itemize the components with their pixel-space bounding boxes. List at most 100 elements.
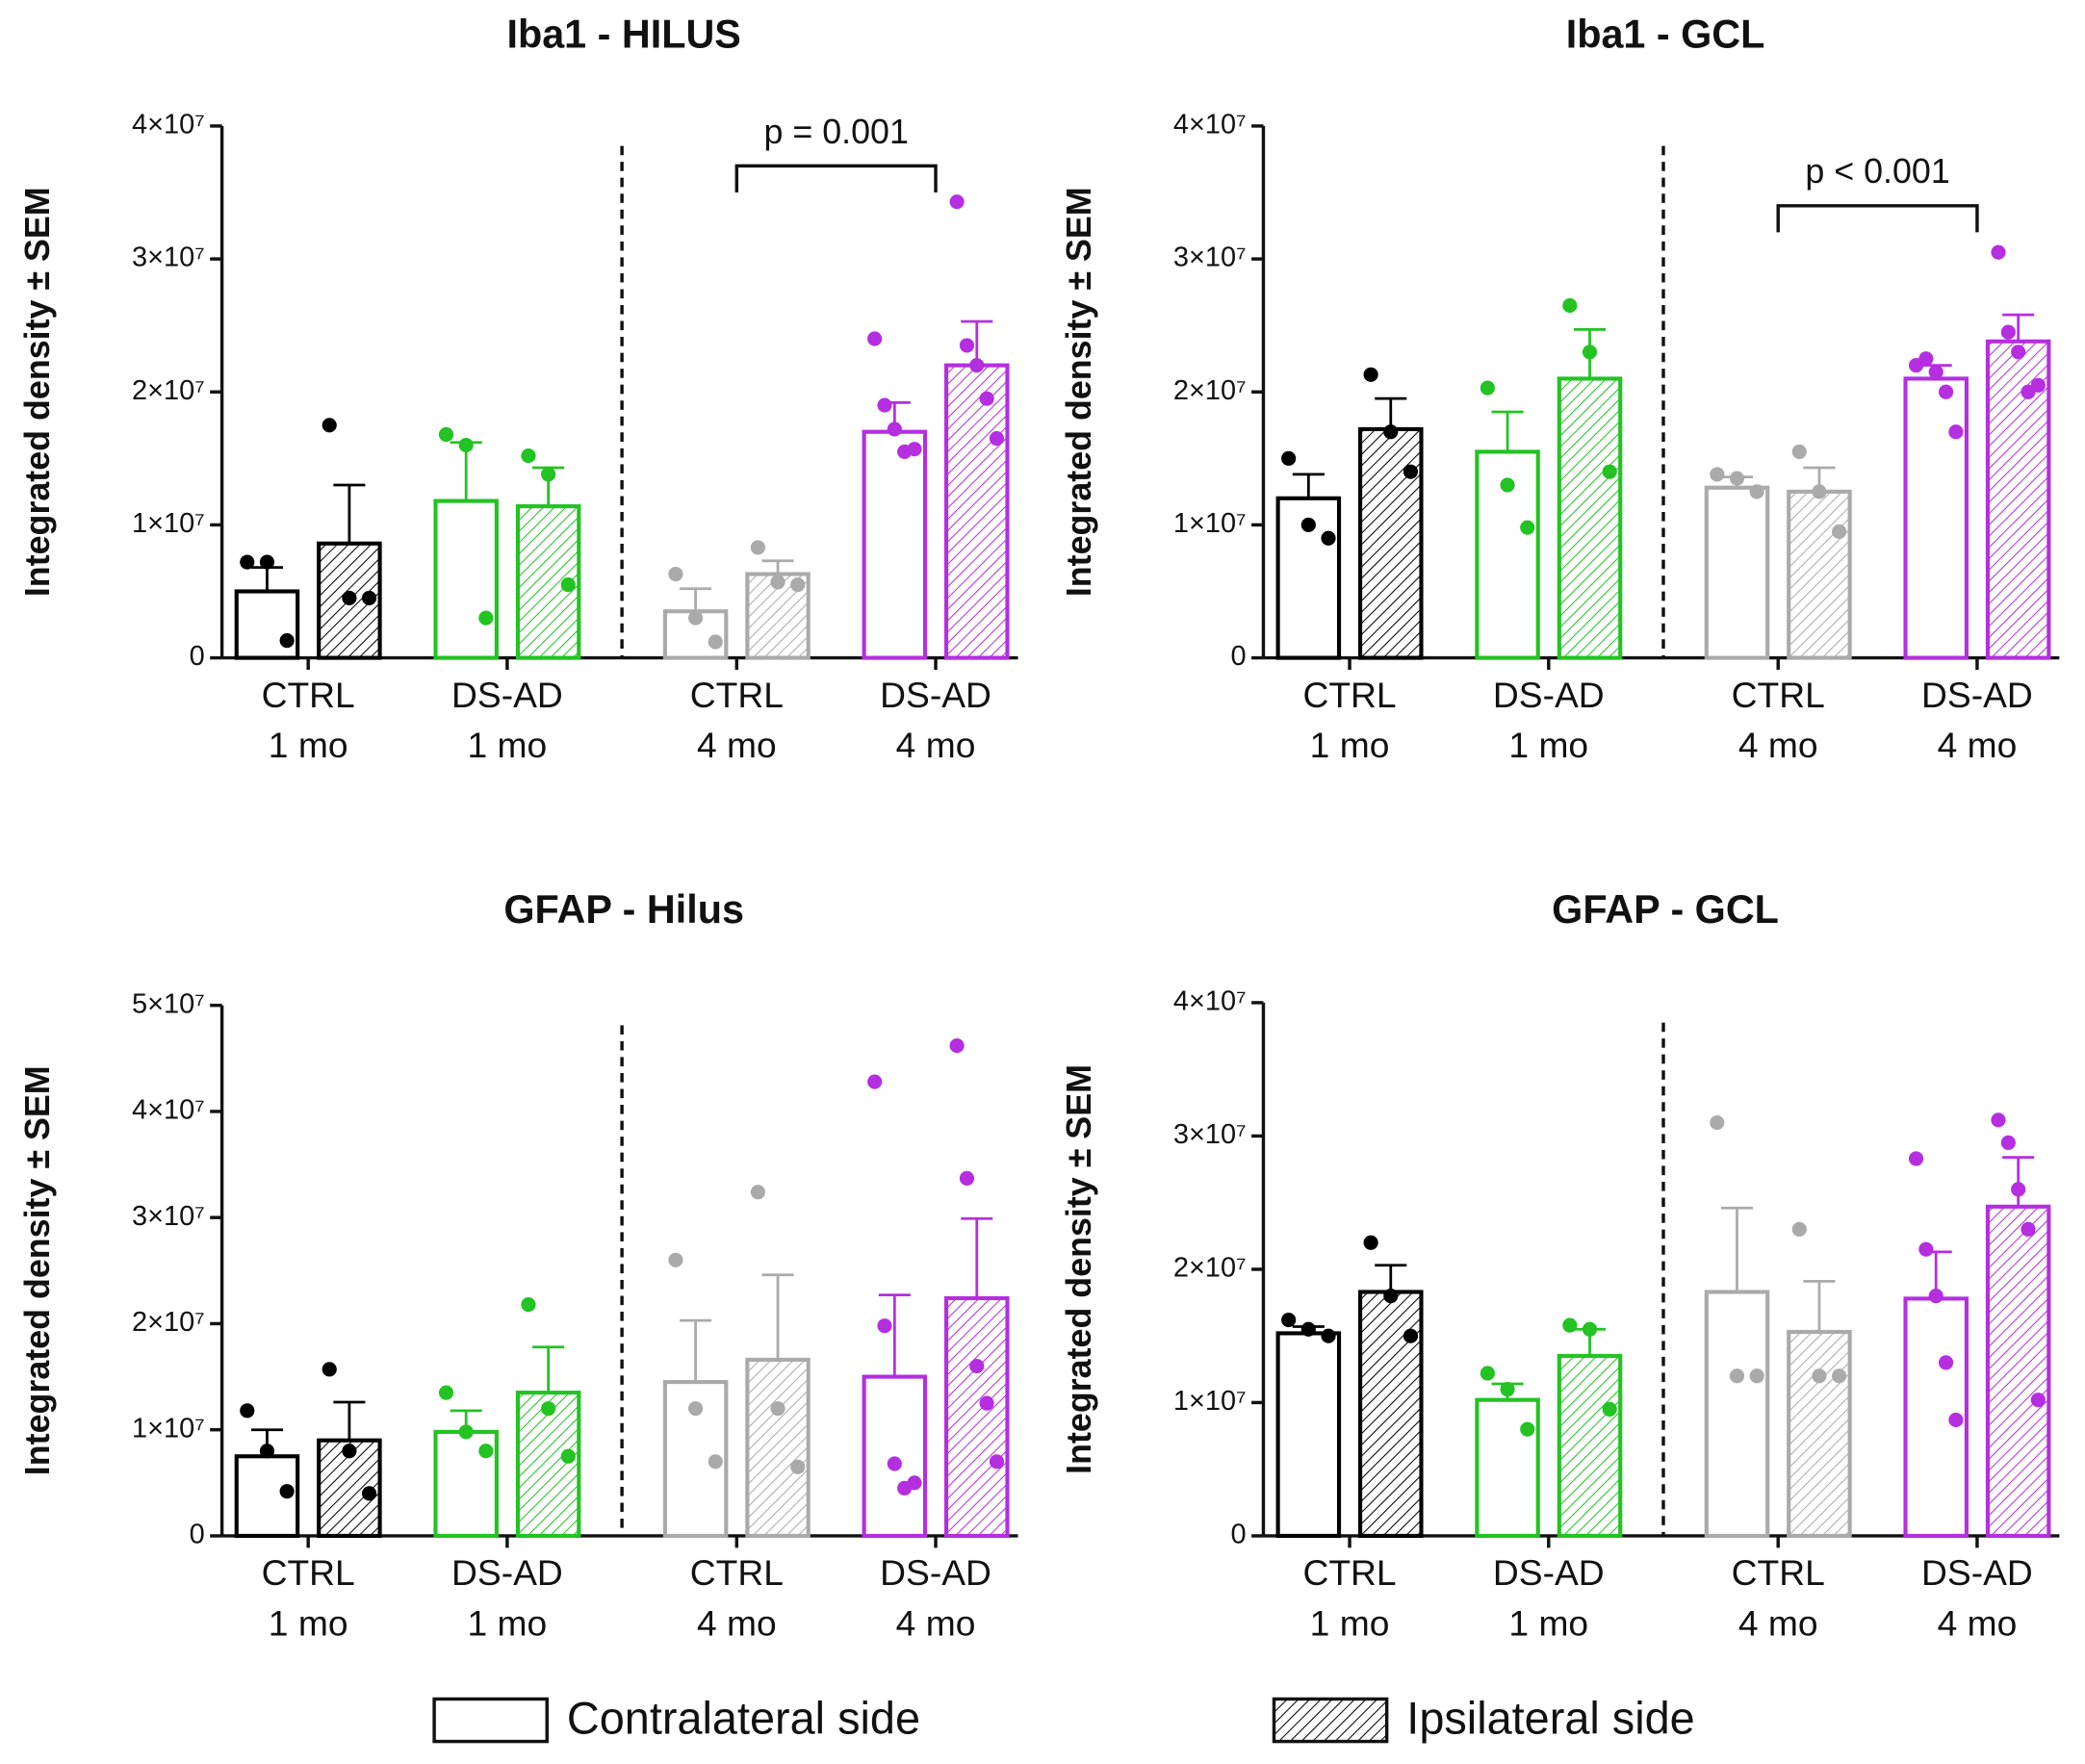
bar [1704, 1290, 1770, 1539]
x-tick-label: 4 mo [896, 1602, 976, 1643]
data-point [541, 467, 556, 482]
data-point [1403, 464, 1419, 479]
data-point [1383, 1289, 1399, 1304]
y-tick-label: 1×10⁷ [132, 1413, 205, 1444]
data-point [1562, 1317, 1578, 1333]
error-bar [532, 1345, 565, 1393]
error-bar [1292, 473, 1325, 499]
data-point [361, 590, 377, 605]
data-point [770, 575, 785, 590]
error-bar [680, 587, 712, 612]
data-point [1500, 1382, 1515, 1397]
data-point [478, 1444, 494, 1459]
x-tick-label: 4 mo [697, 1602, 777, 1643]
data-point [979, 391, 994, 406]
y-tick-label: 4×10⁷ [132, 1095, 205, 1126]
bar [944, 363, 1010, 660]
data-point [342, 1444, 357, 1459]
bar [944, 1295, 1010, 1539]
data-point [1918, 351, 1934, 367]
error-bar [1803, 1280, 1836, 1333]
data-point [790, 577, 806, 593]
data-point [1791, 444, 1807, 460]
data-point [688, 610, 704, 626]
data-point [1832, 524, 1847, 539]
data-point [1749, 1368, 1764, 1384]
data-point [770, 1401, 785, 1417]
data-point [1938, 384, 1954, 399]
data-point [877, 1318, 892, 1334]
data-point [1791, 1221, 1807, 1237]
data-point [458, 437, 474, 453]
data-point [279, 1484, 295, 1499]
x-tick-label: DS-AD [1493, 675, 1605, 715]
data-point [1928, 1289, 1943, 1304]
data-point [750, 540, 765, 555]
y-tick-label: 0 [190, 641, 205, 672]
data-point [867, 331, 883, 346]
data-point [1908, 1151, 1924, 1166]
data-point [668, 566, 683, 582]
data-point [1582, 345, 1598, 360]
data-point [1281, 450, 1297, 466]
data-point [438, 1385, 454, 1400]
y-axis-label: Integrated density ± SEM [18, 1065, 57, 1475]
y-tick-label: 2×10⁷ [132, 375, 205, 406]
data-point [478, 610, 494, 626]
y-tick-label: 4×10⁷ [1173, 110, 1247, 141]
data-point [1321, 530, 1336, 546]
data-point [790, 1459, 806, 1474]
chart-title: Iba1 - HILUS [506, 13, 740, 57]
data-point [1363, 1235, 1378, 1250]
y-tick-label: 0 [1230, 641, 1246, 672]
x-tick-label: DS-AD [1921, 1552, 2033, 1593]
data-point [259, 1444, 275, 1459]
data-point [1812, 1368, 1827, 1384]
x-tick-label: 1 mo [1310, 1602, 1390, 1643]
y-axis-label: Integrated density ± SEM [18, 187, 57, 597]
p-value: p = 0.001 [763, 113, 908, 151]
chart-title: GFAP - Hilus [503, 887, 744, 932]
y-tick-label: 0 [190, 1520, 205, 1550]
y-tick-label: 5×10⁷ [132, 988, 205, 1019]
data-point [877, 397, 892, 413]
bar [1275, 1331, 1342, 1539]
data-point [1403, 1328, 1419, 1343]
data-point [867, 1074, 883, 1089]
x-tick-label: 4 mo [1738, 725, 1818, 765]
error-bar [2002, 313, 2035, 342]
data-point [1832, 1368, 1847, 1384]
bar [1557, 376, 1623, 660]
legend-label: Ipsilateral side [1406, 1693, 1694, 1743]
data-point [708, 1454, 723, 1470]
data-point [1729, 1368, 1745, 1384]
data-point [1749, 484, 1764, 499]
y-tick-label: 2×10⁷ [132, 1307, 205, 1338]
x-tick-label: 1 mo [468, 1602, 548, 1643]
x-tick-label: 1 mo [468, 725, 548, 765]
data-point [1602, 464, 1617, 479]
bar [1358, 426, 1424, 660]
y-tick-label: 1×10⁷ [132, 508, 205, 539]
error-bar [961, 1216, 993, 1298]
data-point [1383, 424, 1399, 440]
data-point [1520, 1421, 1535, 1437]
data-point [1729, 471, 1745, 486]
bar [515, 1391, 581, 1539]
data-point [1520, 520, 1535, 535]
data-point [1948, 1412, 1964, 1428]
y-tick-label: 1×10⁷ [1173, 508, 1247, 539]
y-tick-label: 3×10⁷ [132, 1201, 205, 1232]
error-bar [333, 1400, 366, 1441]
bar [1275, 496, 1342, 660]
data-point [1938, 1355, 1954, 1370]
data-point [1918, 1241, 1934, 1257]
data-point [2000, 1135, 2016, 1150]
x-tick-label: CTRL [262, 675, 355, 715]
y-tick-label: 3×10⁷ [1173, 1119, 1247, 1150]
data-point [959, 1170, 975, 1186]
data-point [541, 1401, 556, 1417]
error-bar [1491, 410, 1524, 452]
data-point [259, 554, 275, 570]
